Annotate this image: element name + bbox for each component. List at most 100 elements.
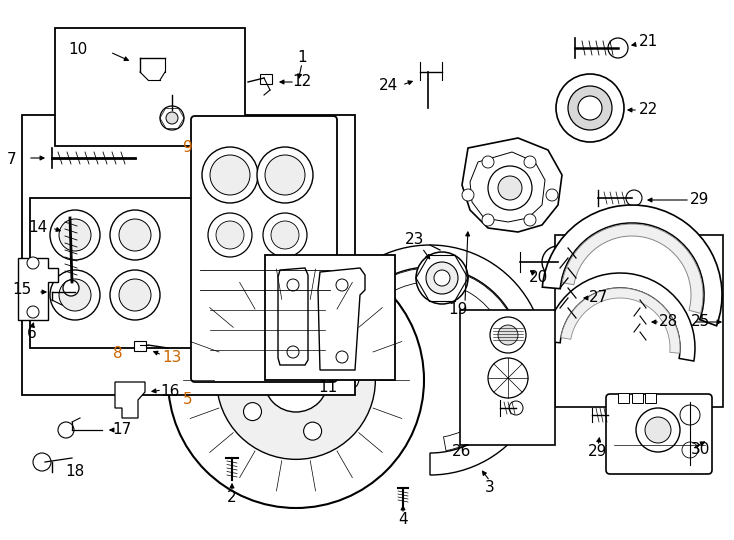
Text: 27: 27: [589, 291, 608, 306]
Circle shape: [556, 74, 624, 142]
Text: 20: 20: [528, 271, 548, 286]
Circle shape: [488, 358, 528, 398]
Circle shape: [263, 213, 307, 257]
Polygon shape: [278, 268, 308, 365]
Circle shape: [542, 246, 574, 278]
Circle shape: [50, 210, 100, 260]
Circle shape: [265, 155, 305, 195]
Circle shape: [336, 279, 348, 291]
Bar: [134, 341, 146, 351]
Circle shape: [546, 189, 558, 201]
Circle shape: [490, 317, 526, 353]
Circle shape: [27, 257, 39, 269]
Bar: [645, 393, 656, 403]
Circle shape: [636, 408, 680, 452]
Circle shape: [482, 214, 494, 226]
Circle shape: [50, 270, 100, 320]
Circle shape: [488, 166, 532, 210]
Circle shape: [341, 371, 359, 389]
Circle shape: [257, 147, 313, 203]
Text: 25: 25: [691, 314, 710, 329]
Text: 4: 4: [398, 512, 408, 528]
Wedge shape: [562, 224, 703, 313]
Circle shape: [498, 325, 518, 345]
Text: 18: 18: [65, 464, 84, 480]
Circle shape: [608, 38, 628, 58]
Circle shape: [110, 210, 160, 260]
Text: 11: 11: [319, 381, 338, 395]
Text: 28: 28: [658, 314, 677, 329]
Text: 26: 26: [452, 444, 472, 460]
Bar: [555, 235, 723, 407]
Text: 19: 19: [448, 302, 468, 318]
Wedge shape: [561, 288, 680, 353]
Circle shape: [645, 417, 671, 443]
Polygon shape: [318, 268, 365, 370]
Circle shape: [336, 351, 348, 363]
Wedge shape: [360, 268, 522, 450]
FancyBboxPatch shape: [191, 116, 337, 382]
Text: 12: 12: [292, 75, 312, 90]
Circle shape: [160, 106, 184, 130]
Circle shape: [287, 346, 299, 358]
Circle shape: [287, 279, 299, 291]
Circle shape: [244, 340, 261, 357]
Text: 2: 2: [228, 490, 237, 505]
Circle shape: [244, 403, 261, 421]
Text: 13: 13: [162, 350, 182, 366]
Polygon shape: [18, 258, 58, 320]
Circle shape: [462, 189, 474, 201]
Circle shape: [304, 422, 321, 440]
Polygon shape: [115, 382, 145, 418]
Circle shape: [59, 279, 91, 311]
Circle shape: [166, 112, 178, 124]
Text: 16: 16: [160, 384, 180, 400]
Text: 6: 6: [27, 326, 37, 341]
Bar: [260, 74, 272, 84]
Text: 22: 22: [639, 103, 658, 118]
Wedge shape: [545, 273, 695, 361]
Text: 10: 10: [68, 43, 87, 57]
Text: 7: 7: [7, 152, 17, 167]
Bar: [618, 393, 629, 403]
Circle shape: [680, 405, 700, 425]
Circle shape: [217, 301, 375, 460]
Wedge shape: [542, 205, 722, 326]
Text: 3: 3: [485, 480, 495, 495]
Circle shape: [58, 422, 74, 438]
Circle shape: [216, 221, 244, 249]
Text: 24: 24: [378, 78, 398, 92]
Circle shape: [27, 306, 39, 318]
Polygon shape: [462, 138, 562, 232]
Text: 1: 1: [297, 50, 307, 64]
Text: 17: 17: [112, 422, 131, 437]
Text: 9: 9: [183, 140, 193, 156]
Circle shape: [304, 320, 321, 338]
Circle shape: [33, 453, 51, 471]
Bar: [632, 393, 643, 403]
Circle shape: [549, 253, 567, 271]
Circle shape: [110, 270, 160, 320]
Text: 8: 8: [113, 346, 123, 361]
Circle shape: [264, 348, 328, 412]
Text: 23: 23: [405, 233, 425, 247]
Circle shape: [482, 156, 494, 168]
Text: 14: 14: [29, 220, 48, 235]
Circle shape: [271, 221, 299, 249]
Circle shape: [568, 86, 612, 130]
Circle shape: [524, 214, 536, 226]
Circle shape: [682, 442, 698, 458]
Bar: [22, 115, 355, 395]
FancyBboxPatch shape: [606, 394, 712, 474]
Circle shape: [578, 96, 602, 120]
Text: 15: 15: [12, 282, 32, 298]
Bar: [460, 310, 555, 445]
Bar: [265, 255, 395, 380]
Circle shape: [498, 176, 522, 200]
Circle shape: [168, 252, 424, 508]
Text: 29: 29: [690, 192, 710, 207]
Text: 5: 5: [184, 393, 193, 408]
Bar: [30, 198, 195, 348]
Circle shape: [210, 155, 250, 195]
Circle shape: [426, 262, 458, 294]
